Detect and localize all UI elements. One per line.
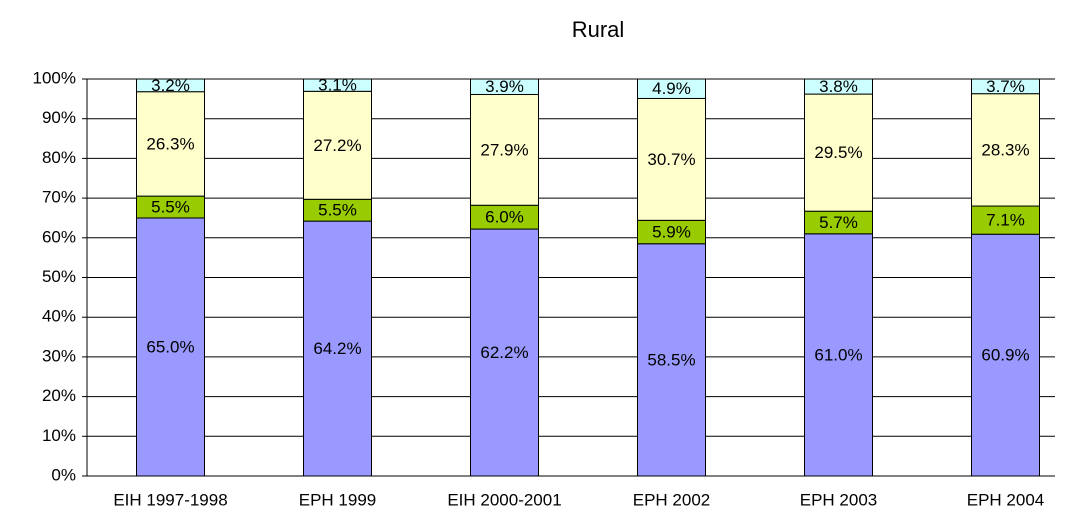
x-tick-label: EIH 1997-1998 [113, 490, 227, 509]
data-label: 5.5% [318, 201, 357, 220]
bar-segment [804, 78, 873, 95]
bar-segment [637, 78, 706, 99]
x-tick-label: EPH 2004 [967, 490, 1045, 509]
data-label: 27.9% [480, 140, 528, 159]
data-label: 64.2% [313, 339, 361, 358]
y-tick-label: 70% [42, 188, 76, 207]
data-label: 3.2% [151, 76, 190, 95]
data-label: 3.1% [318, 76, 357, 95]
data-label: 6.0% [485, 208, 524, 227]
data-label: 62.2% [480, 343, 528, 362]
y-tick-label: 60% [42, 227, 76, 246]
y-tick-label: 90% [42, 108, 76, 127]
data-label: 27.2% [313, 136, 361, 155]
bar-segment [804, 233, 873, 477]
data-label: 29.5% [814, 143, 862, 162]
y-tick-label: 30% [42, 346, 76, 365]
data-label: 60.9% [981, 346, 1029, 365]
bar-segment [136, 91, 205, 197]
y-tick-label: 10% [42, 426, 76, 445]
bar-segment [303, 220, 372, 477]
bar-segment [971, 78, 1040, 95]
bar-segment [804, 93, 873, 212]
bar-segment [971, 233, 1040, 477]
data-label: 28.3% [981, 140, 1029, 159]
y-tick-label: 40% [42, 307, 76, 326]
x-tick-label: EPH 2003 [800, 490, 878, 509]
y-tick-label: 100% [33, 68, 76, 87]
bar-segment [303, 78, 372, 92]
y-tick-label: 20% [42, 386, 76, 405]
data-label: 26.3% [146, 134, 194, 153]
x-tick-label: EIH 2000-2001 [447, 490, 561, 509]
data-label: 4.9% [652, 79, 691, 98]
y-tick-label: 50% [42, 267, 76, 286]
bar-segment [136, 217, 205, 477]
data-label: 58.5% [647, 350, 695, 369]
data-label: 5.5% [151, 198, 190, 217]
data-label: 7.1% [986, 211, 1025, 230]
chart-title: Rural [572, 17, 625, 42]
data-label: 65.0% [146, 337, 194, 356]
data-label: 30.7% [647, 150, 695, 169]
x-tick-label: EPH 1999 [299, 490, 377, 509]
bar-segment [136, 78, 205, 93]
bar-segment [470, 78, 539, 95]
data-label: 3.8% [819, 77, 858, 96]
data-label: 5.9% [652, 223, 691, 242]
bar-segment [971, 93, 1040, 207]
bar-segment [303, 90, 372, 200]
bar-segment [637, 243, 706, 477]
data-label: 5.7% [819, 213, 858, 232]
data-label: 3.9% [485, 77, 524, 96]
y-tick-label: 80% [42, 148, 76, 167]
bar-segment [470, 93, 539, 206]
data-label: 61.0% [814, 345, 862, 364]
bar-segment [637, 97, 706, 221]
x-tick-label: EPH 2002 [633, 490, 711, 509]
data-label: 3.7% [986, 77, 1025, 96]
y-tick-label: 0% [51, 465, 76, 484]
